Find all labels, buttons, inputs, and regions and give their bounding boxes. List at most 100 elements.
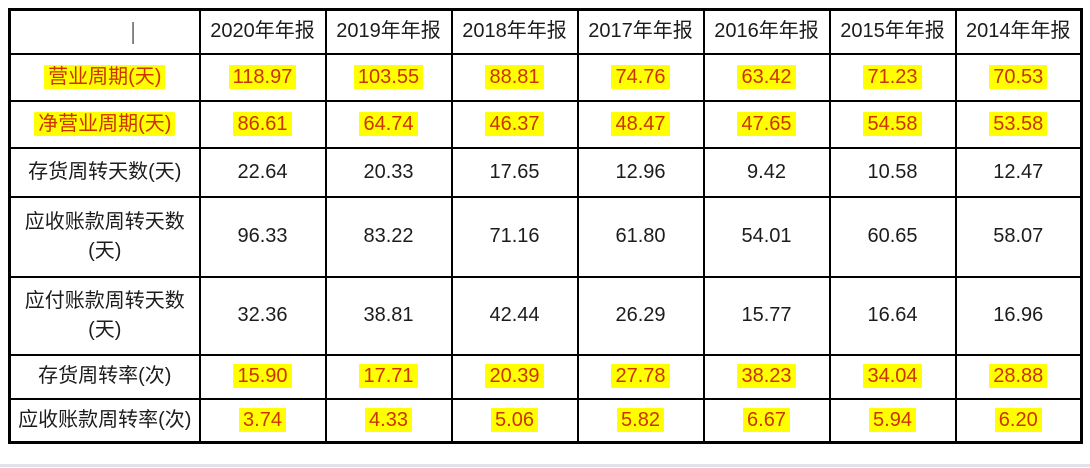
table-cell: 32.36: [198, 275, 327, 356]
highlighted-value: 15.90: [233, 364, 292, 388]
highlighted-value: 103.55: [353, 64, 424, 89]
table-cell: 70.53: [954, 52, 1083, 102]
table-cell: 22.64: [198, 146, 327, 198]
row-label: 营业周期(天): [8, 52, 201, 102]
highlighted-value: 17.71: [359, 364, 418, 388]
row-label: 应付账款周转天数(天): [8, 275, 201, 356]
column-header-2018: 2018年年报: [450, 8, 579, 55]
highlighted-value: 53.58: [989, 111, 1048, 136]
table-cell: 26.29: [576, 275, 705, 356]
table-cell: 48.47: [576, 99, 705, 149]
table-cell: 12.47: [954, 146, 1083, 198]
highlighted-value: 47.65: [737, 111, 796, 136]
highlighted-value: 27.78: [611, 364, 670, 388]
row-label: 净营业周期(天): [8, 99, 201, 149]
column-header-2020: 2020年年报: [198, 8, 327, 55]
table-cell: 10.58: [828, 146, 957, 198]
column-header-2019: 2019年年报: [324, 8, 453, 55]
row-label: 存货周转率(次): [8, 353, 201, 400]
highlighted-value: 34.04: [863, 364, 922, 388]
table-cell: 4.33: [324, 397, 453, 444]
table-cell: 74.76: [576, 52, 705, 102]
table-cell: 118.97: [198, 52, 327, 102]
table-cell: 88.81: [450, 52, 579, 102]
highlighted-label: 净营业周期(天): [34, 111, 176, 136]
corner-cell[interactable]: |: [8, 8, 201, 55]
table-cell: 63.42: [702, 52, 831, 102]
table-cell: 71.16: [450, 195, 579, 278]
table-cell: 5.94: [828, 397, 957, 444]
table-cell: 96.33: [198, 195, 327, 278]
table-cell: 53.58: [954, 99, 1083, 149]
table-cell: 5.06: [450, 397, 579, 444]
table-row-receivables-turnover-rate: 应收账款周转率(次) 3.74 4.33 5.06 5.82 6.67 5.94…: [8, 397, 1083, 444]
table-cell: 27.78: [576, 353, 705, 400]
highlighted-value: 54.58: [863, 111, 922, 136]
table-cell: 3.74: [198, 397, 327, 444]
table-cell: 42.44: [450, 275, 579, 356]
table-cell: 20.33: [324, 146, 453, 198]
table-cell: 54.01: [702, 195, 831, 278]
highlighted-label: 营业周期(天): [44, 64, 166, 89]
highlighted-value: 71.23: [863, 64, 922, 89]
table-cell: 54.58: [828, 99, 957, 149]
bottom-divider: [0, 464, 1090, 467]
highlighted-value: 6.20: [994, 407, 1042, 432]
highlighted-value: 28.88: [989, 364, 1048, 388]
table-cell: 60.65: [828, 195, 957, 278]
highlighted-value: 5.06: [491, 407, 538, 432]
highlighted-value: 5.94: [869, 407, 916, 432]
highlighted-value: 70.53: [989, 64, 1048, 89]
table-cell: 15.77: [702, 275, 831, 356]
highlighted-value: 48.47: [611, 111, 670, 136]
highlighted-value: 46.37: [485, 111, 544, 136]
column-header-2016: 2016年年报: [702, 8, 831, 55]
highlighted-value: 88.81: [485, 64, 544, 89]
table-cell: 64.74: [324, 99, 453, 149]
table-row-net-operating-cycle: 净营业周期(天) 86.61 64.74 46.37 48.47 47.65 5…: [8, 99, 1083, 149]
table-cell: 16.64: [828, 275, 957, 356]
table-cell: 34.04: [828, 353, 957, 400]
table-cell: 17.71: [324, 353, 453, 400]
table-cell: 9.42: [702, 146, 831, 198]
column-header-2014: 2014年年报: [954, 8, 1083, 55]
highlighted-value: 6.67: [743, 407, 790, 432]
table-cell: 47.65: [702, 99, 831, 149]
header-row: | 2020年年报 2019年年报 2018年年报 2017年年报 2016年年…: [8, 8, 1083, 55]
table-row-payables-turnover-days: 应付账款周转天数(天) 32.36 38.81 42.44 26.29 15.7…: [8, 275, 1083, 356]
highlighted-value: 5.82: [617, 407, 664, 432]
table-cell: 58.07: [954, 195, 1083, 278]
table-row-inventory-turnover-rate: 存货周转率(次) 15.90 17.71 20.39 27.78 38.23 3…: [8, 353, 1083, 400]
financial-metrics-table: | 2020年年报 2019年年报 2018年年报 2017年年报 2016年年…: [8, 8, 1083, 444]
table-cell: 6.67: [702, 397, 831, 444]
row-label: 存货周转天数(天): [8, 146, 201, 198]
column-header-2017: 2017年年报: [576, 8, 705, 55]
highlighted-value: 86.61: [233, 111, 292, 136]
table-cell: 17.65: [450, 146, 579, 198]
table-cell: 15.90: [198, 353, 327, 400]
table-cell: 46.37: [450, 99, 579, 149]
highlighted-value: 3.74: [239, 407, 286, 432]
table-cell: 12.96: [576, 146, 705, 198]
table-cell: 38.81: [324, 275, 453, 356]
table-cell: 6.20: [954, 397, 1083, 444]
table-row-operating-cycle: 营业周期(天) 118.97 103.55 88.81 74.76 63.42 …: [8, 52, 1083, 102]
table-cell: 16.96: [954, 275, 1083, 356]
row-label: 应收账款周转天数(天): [8, 195, 201, 278]
table-cell: 71.23: [828, 52, 957, 102]
row-label: 应收账款周转率(次): [8, 397, 201, 444]
highlighted-value: 63.42: [737, 64, 796, 89]
table-row-inventory-turnover-days: 存货周转天数(天) 22.64 20.33 17.65 12.96 9.42 1…: [8, 146, 1083, 198]
table-cell: 20.39: [450, 353, 579, 400]
table-cell: 83.22: [324, 195, 453, 278]
highlighted-value: 4.33: [365, 407, 412, 432]
highlighted-value: 74.76: [611, 64, 670, 89]
highlighted-value: 64.74: [359, 111, 418, 136]
column-header-2015: 2015年年报: [828, 8, 957, 55]
table-cell: 28.88: [954, 353, 1083, 400]
highlighted-value: 38.23: [737, 364, 796, 388]
table-row-receivables-turnover-days: 应收账款周转天数(天) 96.33 83.22 71.16 61.80 54.0…: [8, 195, 1083, 278]
table-cell: 5.82: [576, 397, 705, 444]
table-cell: 38.23: [702, 353, 831, 400]
